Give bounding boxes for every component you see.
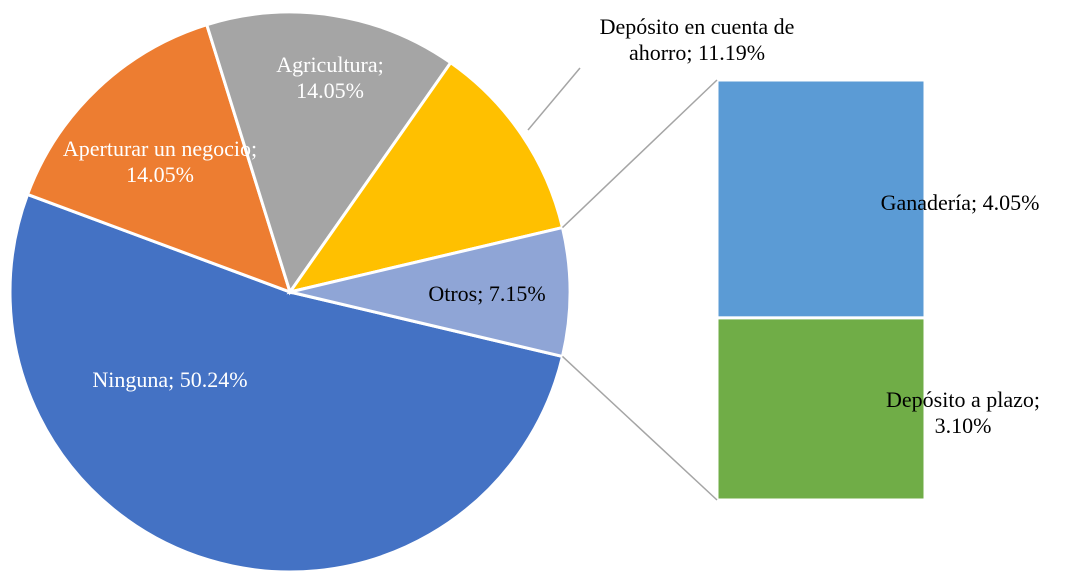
data-label: Depósito en cuenta de ahorro; 11.19% — [577, 14, 817, 66]
label-value: 11.19% — [698, 40, 766, 65]
label-category: Aperturar un negocio — [62, 136, 252, 161]
label-value: 3.10% — [934, 413, 992, 438]
label-separator: ; — [377, 52, 384, 77]
bar-segment — [715, 78, 927, 320]
label-category: Ninguna — [92, 367, 169, 392]
label-category: Otros — [428, 281, 478, 306]
label-category: Depósito en cuenta de ahorro — [599, 14, 795, 65]
label-value: 50.24% — [179, 367, 248, 392]
label-category: Depósito a plazo — [886, 387, 1034, 412]
label-separator: ; — [477, 281, 489, 306]
data-label: Depósito a plazo; 3.10% — [863, 387, 1063, 439]
leader-line — [527, 67, 581, 131]
connector-line — [561, 355, 718, 501]
pie-slice — [25, 22, 293, 295]
pie-slice — [8, 192, 565, 573]
bar-segment — [715, 316, 927, 502]
connector-line — [561, 79, 718, 229]
label-category: Ganadería — [880, 190, 971, 215]
label-value: 14.05% — [296, 78, 364, 103]
data-label: Otros; 7.15% — [387, 281, 587, 307]
label-category: Agricultura — [276, 52, 378, 77]
label-value: 7.15% — [488, 281, 546, 306]
data-label: Agricultura; 14.05% — [255, 52, 405, 104]
data-label: Ganadería; 4.05% — [850, 190, 1067, 216]
pie-slice — [286, 60, 565, 295]
pie-slice — [204, 10, 453, 296]
label-separator: ; — [970, 190, 983, 215]
pie-slice — [289, 225, 572, 359]
label-separator: ; — [1033, 387, 1040, 412]
label-value: 4.05% — [982, 190, 1040, 215]
data-label: Aperturar un negocio; 14.05% — [60, 136, 260, 188]
data-label: Ninguna; 50.24% — [40, 367, 300, 393]
label-value: 14.05% — [126, 162, 194, 187]
label-separator: ; — [251, 136, 258, 161]
label-separator: ; — [686, 40, 699, 65]
label-separator: ; — [168, 367, 180, 392]
